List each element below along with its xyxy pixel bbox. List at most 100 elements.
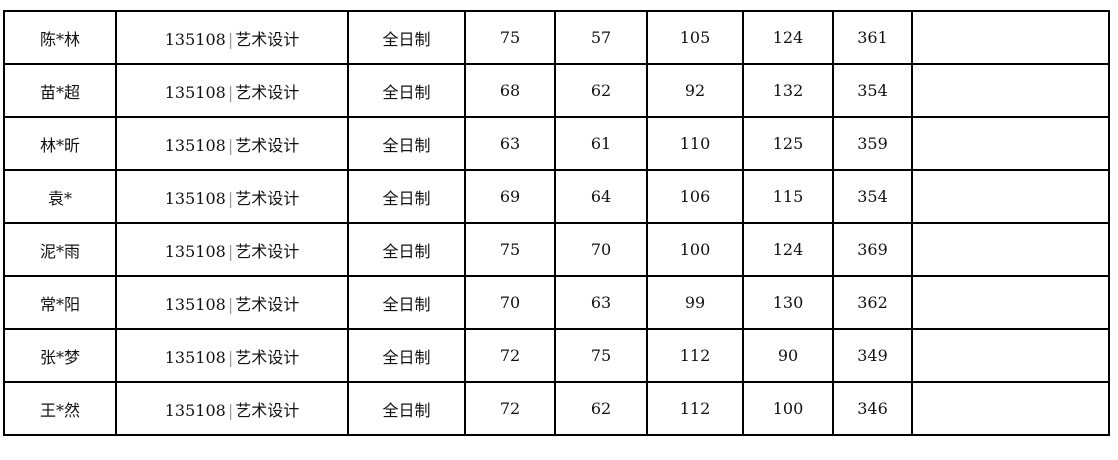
score-1-cell: 70 bbox=[464, 275, 556, 330]
study-mode-cell: 全日制 bbox=[347, 381, 466, 436]
major-code: 135108 bbox=[164, 294, 226, 314]
name-cell: 王*然 bbox=[3, 381, 117, 436]
score-3-cell: 106 bbox=[646, 169, 744, 224]
score-3-cell: 99 bbox=[646, 275, 744, 330]
major-name: 艺术设计 bbox=[235, 82, 300, 102]
note-cell bbox=[911, 63, 1110, 118]
major-cell: 135108 | 艺术设计 bbox=[115, 63, 349, 118]
score-4-cell: 124 bbox=[742, 222, 834, 277]
score-2-cell: 64 bbox=[554, 169, 648, 224]
score-1-cell: 68 bbox=[464, 63, 556, 118]
score-3-cell: 105 bbox=[646, 10, 744, 65]
major-cell: 135108 | 艺术设计 bbox=[115, 275, 349, 330]
major-name: 艺术设计 bbox=[235, 29, 300, 49]
major-cell: 135108 | 艺术设计 bbox=[115, 10, 349, 65]
score-2-cell: 70 bbox=[554, 222, 648, 277]
score-1-cell: 63 bbox=[464, 116, 556, 171]
score-4-cell: 100 bbox=[742, 381, 834, 436]
major-code: 135108 bbox=[164, 82, 226, 102]
name-cell: 袁* bbox=[3, 169, 117, 224]
name-cell: 张*梦 bbox=[3, 328, 117, 383]
separator: | bbox=[227, 400, 234, 420]
separator: | bbox=[227, 82, 234, 102]
score-2-cell: 61 bbox=[554, 116, 648, 171]
total-cell: 359 bbox=[832, 116, 913, 171]
note-cell bbox=[911, 328, 1110, 383]
total-cell: 349 bbox=[832, 328, 913, 383]
score-1-cell: 72 bbox=[464, 328, 556, 383]
score-4-cell: 125 bbox=[742, 116, 834, 171]
study-mode-cell: 全日制 bbox=[347, 10, 466, 65]
major-name: 艺术设计 bbox=[235, 188, 300, 208]
major-cell: 135108 | 艺术设计 bbox=[115, 169, 349, 224]
score-1-cell: 69 bbox=[464, 169, 556, 224]
major-name: 艺术设计 bbox=[235, 294, 300, 314]
score-2-cell: 62 bbox=[554, 381, 648, 436]
total-cell: 354 bbox=[832, 169, 913, 224]
score-4-cell: 130 bbox=[742, 275, 834, 330]
table-row: 陈*林 135108 | 艺术设计 全日制 75 57 105 124 361 bbox=[3, 10, 1110, 65]
table-row: 张*梦 135108 | 艺术设计 全日制 72 75 112 90 349 bbox=[3, 328, 1110, 383]
major-code: 135108 bbox=[164, 241, 226, 261]
score-3-cell: 92 bbox=[646, 63, 744, 118]
major-cell: 135108 | 艺术设计 bbox=[115, 116, 349, 171]
major-name: 艺术设计 bbox=[235, 135, 300, 155]
table-row: 王*然 135108 | 艺术设计 全日制 72 62 112 100 346 bbox=[3, 381, 1110, 436]
note-cell bbox=[911, 381, 1110, 436]
table-row: 常*阳 135108 | 艺术设计 全日制 70 63 99 130 362 bbox=[3, 275, 1110, 330]
study-mode-cell: 全日制 bbox=[347, 116, 466, 171]
separator: | bbox=[227, 294, 234, 314]
major-cell: 135108 | 艺术设计 bbox=[115, 222, 349, 277]
score-3-cell: 112 bbox=[646, 328, 744, 383]
table-row: 林*昕 135108 | 艺术设计 全日制 63 61 110 125 359 bbox=[3, 116, 1110, 171]
major-cell: 135108 | 艺术设计 bbox=[115, 328, 349, 383]
total-cell: 346 bbox=[832, 381, 913, 436]
study-mode-cell: 全日制 bbox=[347, 222, 466, 277]
name-cell: 常*阳 bbox=[3, 275, 117, 330]
separator: | bbox=[227, 135, 234, 155]
score-2-cell: 63 bbox=[554, 275, 648, 330]
table-row: 袁* 135108 | 艺术设计 全日制 69 64 106 115 354 bbox=[3, 169, 1110, 224]
separator: | bbox=[227, 188, 234, 208]
score-3-cell: 110 bbox=[646, 116, 744, 171]
table-row: 泥*雨 135108 | 艺术设计 全日制 75 70 100 124 369 bbox=[3, 222, 1110, 277]
study-mode-cell: 全日制 bbox=[347, 169, 466, 224]
score-4-cell: 132 bbox=[742, 63, 834, 118]
separator: | bbox=[227, 347, 234, 367]
note-cell bbox=[911, 275, 1110, 330]
major-name: 艺术设计 bbox=[235, 347, 300, 367]
major-code: 135108 bbox=[164, 135, 226, 155]
score-table: 陈*林 135108 | 艺术设计 全日制 75 57 105 124 361 苗*超 135108 |… bbox=[3, 10, 1110, 436]
score-2-cell: 75 bbox=[554, 328, 648, 383]
score-1-cell: 75 bbox=[464, 10, 556, 65]
name-cell: 陈*林 bbox=[3, 10, 117, 65]
total-cell: 354 bbox=[832, 63, 913, 118]
score-2-cell: 62 bbox=[554, 63, 648, 118]
major-name: 艺术设计 bbox=[235, 400, 300, 420]
total-cell: 369 bbox=[832, 222, 913, 277]
total-cell: 361 bbox=[832, 10, 913, 65]
note-cell bbox=[911, 222, 1110, 277]
note-cell bbox=[911, 116, 1110, 171]
table-row: 苗*超 135108 | 艺术设计 全日制 68 62 92 132 354 bbox=[3, 63, 1110, 118]
score-4-cell: 124 bbox=[742, 10, 834, 65]
major-name: 艺术设计 bbox=[235, 241, 300, 261]
study-mode-cell: 全日制 bbox=[347, 275, 466, 330]
score-3-cell: 112 bbox=[646, 381, 744, 436]
score-3-cell: 100 bbox=[646, 222, 744, 277]
separator: | bbox=[227, 241, 234, 261]
score-1-cell: 72 bbox=[464, 381, 556, 436]
major-code: 135108 bbox=[164, 347, 226, 367]
name-cell: 苗*超 bbox=[3, 63, 117, 118]
study-mode-cell: 全日制 bbox=[347, 328, 466, 383]
total-cell: 362 bbox=[832, 275, 913, 330]
note-cell bbox=[911, 10, 1110, 65]
major-code: 135108 bbox=[164, 400, 226, 420]
score-2-cell: 57 bbox=[554, 10, 648, 65]
name-cell: 泥*雨 bbox=[3, 222, 117, 277]
major-cell: 135108 | 艺术设计 bbox=[115, 381, 349, 436]
study-mode-cell: 全日制 bbox=[347, 63, 466, 118]
score-4-cell: 115 bbox=[742, 169, 834, 224]
score-1-cell: 75 bbox=[464, 222, 556, 277]
score-4-cell: 90 bbox=[742, 328, 834, 383]
